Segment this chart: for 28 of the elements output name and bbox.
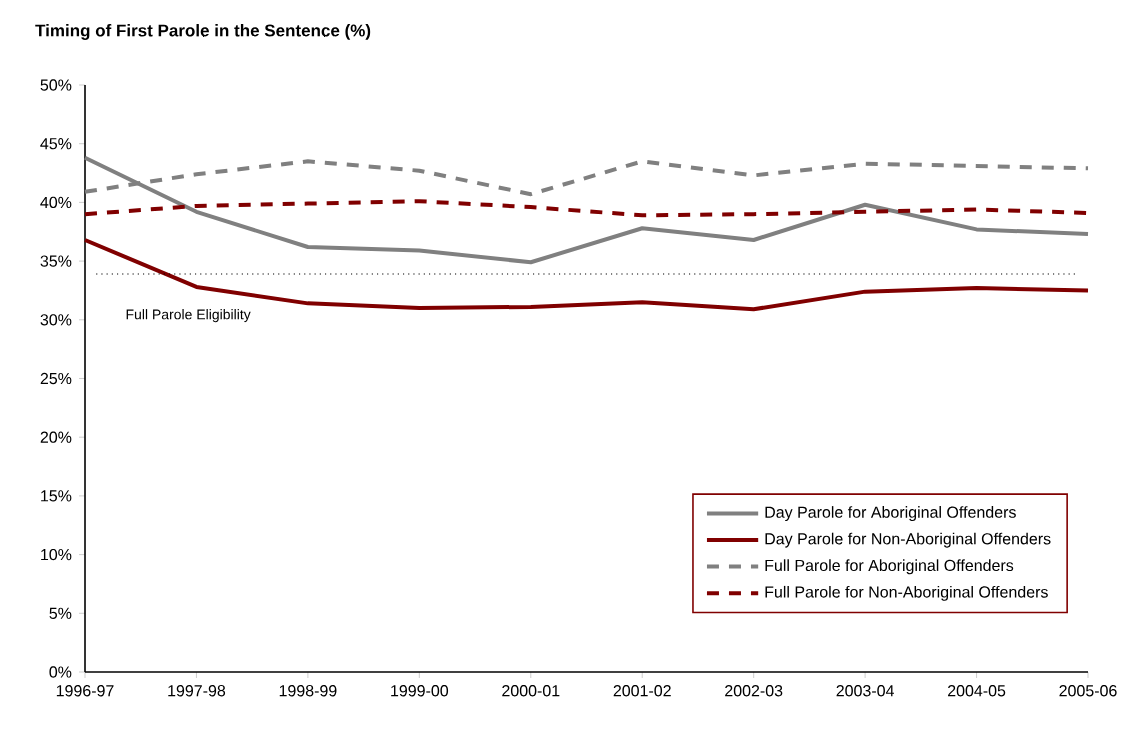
x-tick-label: 2000-01 [502, 685, 560, 697]
x-tick-label: 1998-99 [279, 685, 337, 697]
y-tick-label: 35% [40, 255, 72, 267]
y-tick-label: 5% [49, 607, 72, 619]
legend-label: Full Parole for Non-Aboriginal Offenders [765, 585, 1048, 601]
y-tick-label: 50% [40, 79, 72, 91]
y-tick-label: 0% [49, 666, 72, 678]
y-tick-label: 20% [40, 431, 72, 443]
y-tick-label: 45% [40, 138, 72, 150]
chart-title: Timing of First Parole in the Sentence (%) [35, 24, 371, 40]
x-tick-label: 1997-98 [168, 685, 226, 697]
y-tick-label: 25% [40, 372, 72, 385]
x-tick-label: 1996-97 [56, 685, 114, 697]
legend-label: Day Parole for Aboriginal Offenders [765, 506, 1016, 522]
ref-line-label: Full Parole Eligibility [126, 309, 251, 323]
x-tick-label: 2005-06 [1059, 685, 1117, 697]
legend-label: Day Parole for Non-Aboriginal Offenders [765, 532, 1051, 548]
x-tick-label: 1999-00 [391, 685, 449, 697]
y-tick-label: 40% [40, 196, 72, 209]
y-tick-label: 10% [41, 548, 72, 561]
x-tick-label: 2001-02 [613, 685, 671, 697]
x-tick-label: 2003-04 [836, 685, 895, 697]
x-tick-label: 2004-05 [948, 685, 1006, 697]
x-tick-label: 2002-03 [725, 685, 783, 697]
y-tick-label: 15% [41, 490, 72, 502]
line-series [83, 155, 1091, 265]
legend-label: Full Parole for Aboriginal Offenders [765, 559, 1014, 575]
y-tick-label: 30% [40, 314, 72, 326]
